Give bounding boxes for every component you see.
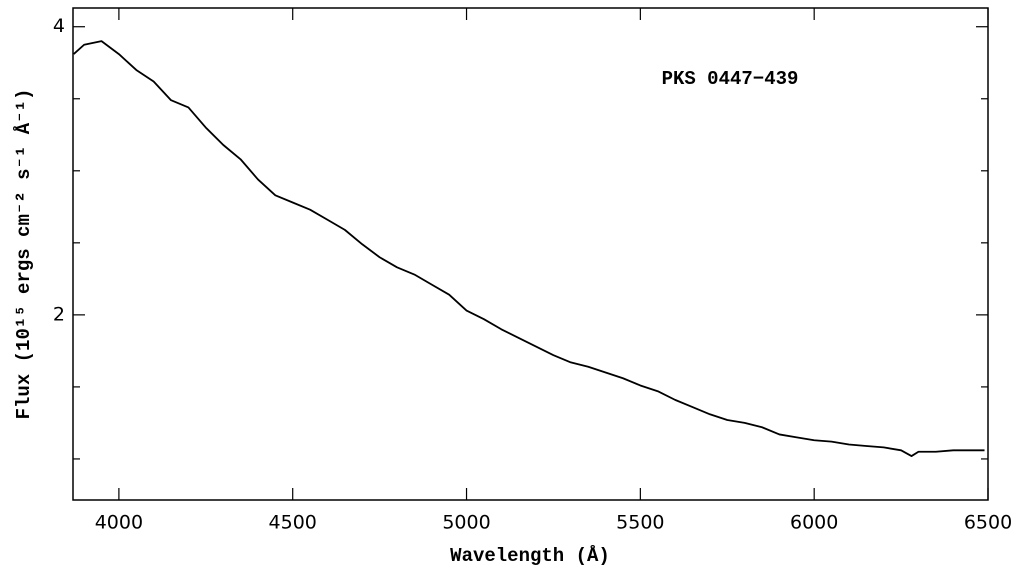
y-tick-label: 2 [53, 303, 65, 325]
x-tick-label: 6500 [964, 512, 1012, 534]
y-tick-label: 4 [53, 15, 65, 37]
x-tick-label: 4000 [95, 512, 143, 534]
plot-frame [72, 7, 989, 501]
x-tick-label: 5000 [442, 512, 490, 534]
x-tick-label: 4500 [269, 512, 317, 534]
y-axis-label: Flux (10¹⁵ ergs cm⁻² s⁻¹ Å⁻¹) [13, 89, 35, 420]
annotation: PKS 0447−439 [662, 68, 799, 90]
spectrum-line [73, 40, 985, 457]
x-tick-label: 6000 [790, 512, 838, 534]
x-axis-label: Wavelength (Å) [450, 545, 610, 567]
x-tick-label: 5500 [616, 512, 664, 534]
